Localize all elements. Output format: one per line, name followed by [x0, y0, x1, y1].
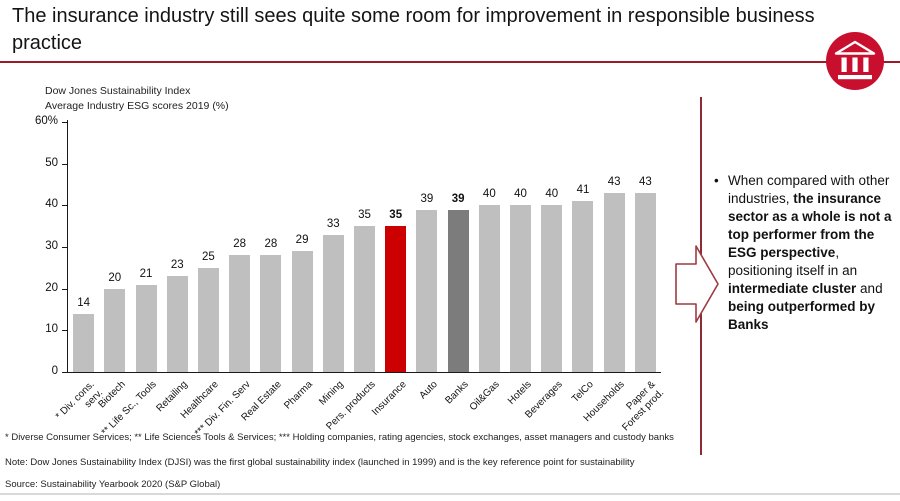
bar: [260, 255, 282, 372]
bar-value-label: 43: [607, 175, 621, 188]
y-axis-tick-label: 0: [51, 365, 58, 377]
y-axis-tick: [62, 247, 68, 248]
bar: [510, 205, 532, 372]
y-axis-tick-label: 60%: [34, 115, 58, 127]
bullet-marker: •: [714, 173, 719, 188]
y-axis-tick: [62, 122, 68, 123]
insight-text-segment: When compared with other industries,: [728, 173, 890, 206]
bar-value-label: 21: [139, 267, 153, 280]
bar: [603, 192, 625, 372]
y-axis-tick: [62, 372, 68, 373]
bar-value-label: 28: [233, 238, 247, 251]
bar: [572, 201, 594, 372]
bottom-divider: [0, 493, 900, 495]
bar-value-label: 35: [358, 209, 371, 222]
bar-category-label: Paper & Forest prod.: [620, 379, 667, 434]
right-block-arrow-icon: [675, 245, 719, 323]
y-axis-tick: [62, 205, 68, 207]
bar: [322, 234, 344, 372]
bar-value-label: 14: [77, 296, 90, 309]
bar: [541, 205, 563, 372]
footnote-asterisks: * Diverse Consumer Services; ** Life Sci…: [5, 432, 674, 443]
y-axis-tick-label: 10: [45, 323, 58, 336]
bar-value-label: 40: [482, 188, 496, 201]
page-title: The insurance industry still sees quite …: [12, 5, 815, 54]
y-axis-tick-label: 50: [45, 156, 58, 169]
bar-value-label: 29: [295, 234, 309, 247]
bar-value-label: 23: [170, 259, 184, 272]
bank-building-icon: [834, 40, 876, 80]
bar-value-label: 25: [202, 250, 215, 263]
bar: [73, 313, 95, 372]
bar-value-label: 40: [545, 188, 559, 201]
bar: [135, 284, 157, 372]
chart-subtitle-line1: Dow Jones Sustainability Index: [45, 85, 191, 97]
insight-text-segment: intermediate cluster: [728, 280, 857, 296]
bar: [197, 267, 219, 372]
chart-subtitle-line2: Average Industry ESG scores 2019 (%): [45, 99, 229, 112]
chart-subtitle: Dow Jones Sustainability Index Average I…: [45, 84, 229, 113]
bar-value-label: 43: [638, 175, 652, 188]
bar: [104, 288, 126, 372]
title-divider: [0, 61, 900, 63]
bar: [166, 276, 188, 372]
insight-text-segment: and: [856, 280, 883, 296]
insight-text: When compared with other industries, the…: [728, 172, 898, 334]
bar-value-label: 40: [514, 188, 527, 201]
y-axis-tick: [62, 330, 68, 332]
logo-badge: [826, 32, 884, 90]
insight-panel: • When compared with other industries, t…: [714, 172, 898, 334]
bar: [229, 255, 251, 372]
insight-text-segment: being outperformed by Banks: [728, 298, 876, 332]
y-axis-tick: [62, 163, 68, 165]
bar: [478, 205, 500, 372]
bar-value-label: 35: [389, 209, 403, 222]
footnote-note: Note: Dow Jones Sustainability Index (DJ…: [5, 457, 635, 468]
bar-value-label: 28: [264, 238, 278, 251]
bar: [447, 209, 469, 372]
y-axis-tick-label: 20: [45, 281, 58, 294]
x-axis-line: [67, 372, 661, 373]
y-axis-tick: [62, 288, 68, 290]
bar-value-label: 20: [108, 271, 122, 284]
y-axis-tick-label: 40: [45, 198, 58, 211]
bar: [385, 226, 407, 372]
footnote-source: Source: Sustainability Yearbook 2020 (S&…: [5, 479, 221, 490]
bar: [634, 192, 656, 372]
y-axis-line: [67, 120, 68, 373]
bar: [416, 209, 438, 372]
y-axis-tick-label: 30: [45, 240, 58, 252]
insight-text-segment: the insurance sector as a whole is not a…: [728, 190, 892, 260]
bar: [354, 226, 375, 372]
bar: [291, 251, 313, 372]
bar-value-label: 39: [420, 192, 434, 205]
bar-value-label: 33: [326, 217, 340, 230]
insight-text-segment: , positioning itself in an: [728, 244, 858, 278]
bar-value-label: 41: [576, 184, 590, 197]
bar-value-label: 39: [451, 192, 465, 205]
